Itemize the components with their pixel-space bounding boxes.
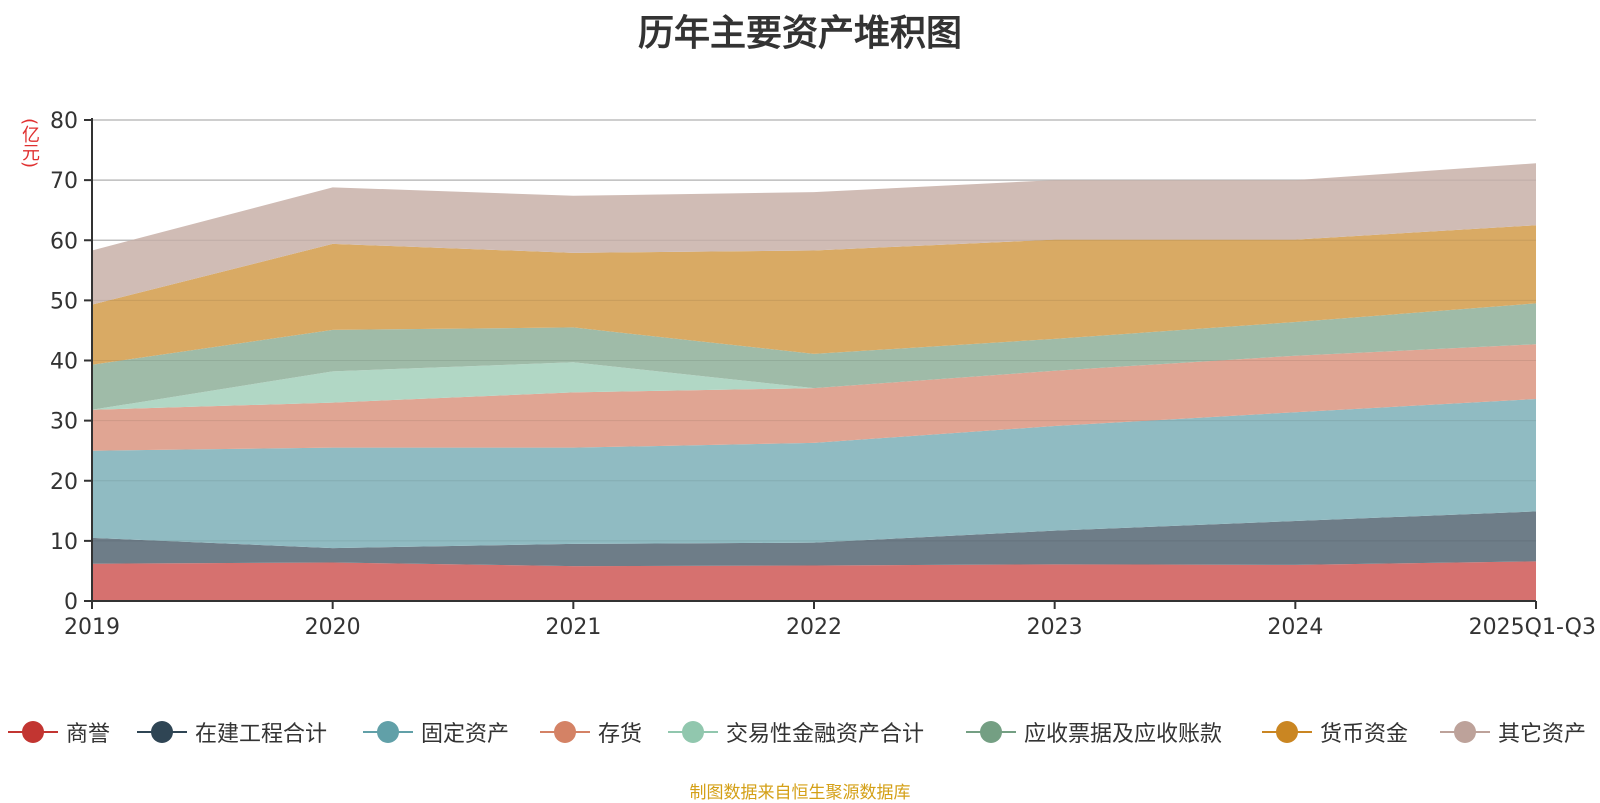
area-series-7 [92, 163, 1536, 305]
y-tick-label: 0 [64, 590, 78, 615]
x-tick-label: 2021 [545, 615, 601, 640]
legend-item[interactable]: 在建工程合计 [137, 714, 327, 750]
legend-marker-icon [966, 714, 1016, 750]
legend-label: 货币资金 [1320, 722, 1409, 747]
x-tick-label: 2022 [786, 615, 842, 640]
y-axis-unit-label: (亿元) [19, 118, 40, 169]
legend-label: 存货 [598, 722, 643, 747]
legend-item[interactable]: 货币资金 [1262, 714, 1408, 750]
legend-label: 商誉 [66, 722, 111, 747]
y-tick-label: 10 [50, 530, 78, 555]
legend-marker-icon [8, 714, 58, 750]
legend-marker-icon [1440, 714, 1490, 750]
legend-item[interactable]: 商誉 [8, 714, 110, 750]
source-note: 制图数据来自恒生聚源数据库 [689, 783, 911, 803]
x-tick-label: 2020 [305, 615, 361, 640]
legend-item[interactable]: 应收票据及应收账款 [966, 714, 1222, 750]
y-tick-label: 70 [50, 169, 78, 194]
legend-label: 交易性金融资产合计 [726, 722, 925, 747]
x-tick-label: 2025Q1-Q3 [1469, 615, 1596, 640]
area-series-5 [92, 303, 1536, 410]
chart-title: 历年主要资产堆积图 [637, 13, 962, 54]
y-tick-label: 50 [50, 289, 78, 314]
legend-label: 应收票据及应收账款 [1024, 722, 1223, 747]
y-tick-label: 80 [50, 109, 78, 134]
legend-label: 其它资产 [1498, 722, 1587, 747]
area-series-0 [92, 561, 1536, 601]
y-tick-label: 40 [50, 350, 78, 375]
area-series-1 [92, 511, 1536, 567]
legend-marker-icon [363, 714, 413, 750]
legend-label: 在建工程合计 [195, 722, 328, 747]
legend-marker-icon [668, 714, 718, 750]
x-tick-label: 2023 [1027, 615, 1083, 640]
legend-item[interactable]: 交易性金融资产合计 [668, 714, 924, 750]
legend-label: 固定资产 [421, 722, 510, 747]
area-series-4 [92, 344, 1536, 410]
y-tick-label: 30 [50, 410, 78, 435]
area-series-layer [92, 119, 1536, 601]
area-series-3 [92, 344, 1536, 451]
legend-marker-icon [1262, 714, 1312, 750]
stacked-area-chart: 0 10 20 30 40 50 60 70 80 2019 2020 2021 2022 2023 202… [50, 109, 1596, 640]
y-tick-label: 60 [50, 229, 78, 254]
legend-item[interactable]: 其它资产 [1440, 714, 1586, 750]
x-tick-label: 2019 [64, 615, 120, 640]
legend-marker-icon [137, 714, 187, 750]
y-tick-label: 20 [50, 470, 78, 495]
legend-marker-icon [540, 714, 590, 750]
x-tick-label: 2024 [1267, 615, 1323, 640]
legend-item[interactable]: 存货 [540, 714, 642, 750]
axes: 0 10 20 30 40 50 60 70 80 2019 2020 2021 2022 2023 202… [50, 109, 1596, 640]
area-series-2 [92, 398, 1536, 549]
area-series-6 [92, 225, 1536, 365]
legend-item[interactable]: 固定资产 [363, 714, 509, 750]
legend: 商誉 在建工程合计 固定资产 存货 交易性金融资产合计 应收票据及应收账款 货币资金 其它资产 [0, 714, 1600, 750]
